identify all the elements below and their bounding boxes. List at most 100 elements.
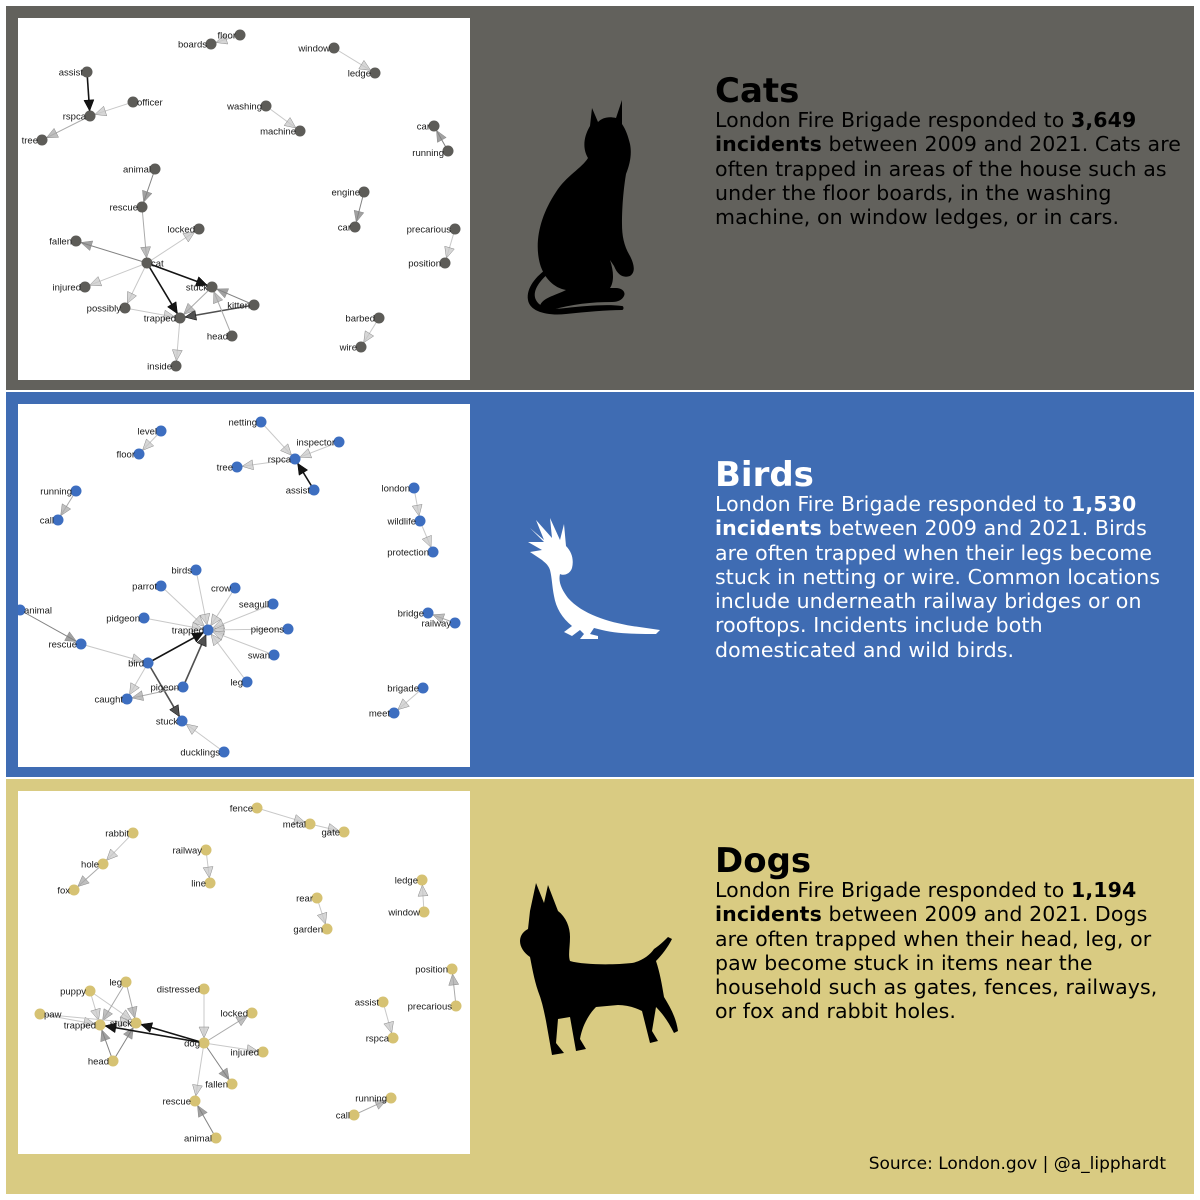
node-rspca xyxy=(289,453,301,465)
node-label-rescue: rescue xyxy=(48,640,77,651)
arrowhead-wildlife-protection xyxy=(421,534,432,548)
dogs-incident-count: 1,194 incidents xyxy=(715,878,1137,927)
arrowhead-barbed-wire xyxy=(363,330,375,344)
node-animal xyxy=(149,163,161,175)
arrowhead-trapped-inside xyxy=(171,349,183,362)
node-label-possibly: possibly xyxy=(87,304,122,315)
arrowhead-cat-trapped xyxy=(167,301,178,315)
node-label-fallen: fallen xyxy=(205,1080,228,1091)
node-seagull xyxy=(267,598,279,610)
node-label-call: call xyxy=(40,516,54,527)
node-machine xyxy=(294,125,306,137)
arrowhead-dog-injured xyxy=(246,1044,259,1055)
node-label-wire: wire xyxy=(339,343,357,354)
node-label-animal: animal xyxy=(123,165,151,176)
arrowhead-parrot-trapped xyxy=(192,614,205,627)
dogs-text-block: Dogs London Fire Brigade responded to 1,… xyxy=(715,844,1185,1024)
edge-paw-stuck xyxy=(39,1013,132,1024)
node-label-running: running xyxy=(412,148,444,159)
node-ducklings xyxy=(218,746,230,758)
node-rear xyxy=(311,892,323,904)
node-label-ledge: ledge xyxy=(348,69,371,80)
node-trapped xyxy=(202,624,214,636)
arrowhead-paw-trapped xyxy=(83,1016,96,1028)
node-rescue xyxy=(75,638,87,650)
arrowhead-brigade-meet xyxy=(397,698,410,711)
arrowhead-pigeon-trapped xyxy=(196,634,207,648)
node-label-floor: floor xyxy=(218,31,236,42)
arrowhead-crow-trapped xyxy=(210,613,222,627)
node-label-running: running xyxy=(355,1094,387,1105)
node-stuck xyxy=(176,715,188,727)
arrowhead-rescue-bird xyxy=(130,653,144,664)
cats-desc-body: between 2009 and 2021. Cats are often tr… xyxy=(715,132,1181,230)
node-locked xyxy=(246,1007,258,1019)
node-pidgeon xyxy=(138,612,150,624)
cats-text-block: Cats London Fire Brigade responded to 3,… xyxy=(715,74,1185,229)
node-wildlife xyxy=(414,515,426,527)
node-fox xyxy=(68,884,80,896)
edge-pigeons-trapped xyxy=(212,628,289,631)
node-label-rspca: rspca xyxy=(268,455,292,466)
node-caught xyxy=(121,693,133,705)
arrowhead-call-running xyxy=(373,1099,388,1110)
node-garden xyxy=(321,923,333,935)
dogs-network-panel: fence metal gate rabbit hole fox railway line re… xyxy=(18,791,470,1154)
arrowhead-kitten-stuck xyxy=(216,288,230,299)
node-car xyxy=(428,120,440,132)
node-london xyxy=(408,482,420,494)
node-trapped xyxy=(174,312,186,324)
node-label-bridge: bridge xyxy=(398,609,424,620)
node-engine xyxy=(358,186,370,198)
cat-silhouette-icon xyxy=(527,100,634,315)
arrowhead-dog-trapped xyxy=(104,1022,117,1034)
arrowhead-cat-stuck xyxy=(194,276,208,287)
birds-text-block: Birds London Fire Brigade responded to 1… xyxy=(715,458,1185,662)
node-fence xyxy=(251,802,263,814)
arrowhead-rspca-tree xyxy=(45,127,59,139)
node-floor xyxy=(133,448,145,460)
cats-description: London Fire Brigade responded to 3,649 i… xyxy=(715,108,1185,229)
arrowhead-bird-stuck xyxy=(169,704,180,718)
node-window xyxy=(328,42,340,54)
node-pigeons xyxy=(282,623,294,635)
node-netting xyxy=(255,416,267,428)
node-officer xyxy=(127,96,139,108)
node-bird xyxy=(142,657,154,669)
arrowhead-head-trapped xyxy=(100,1029,111,1043)
node-label-ledge: ledge xyxy=(395,876,418,887)
node-running xyxy=(442,145,454,157)
arrowhead-precarious-position xyxy=(444,245,455,259)
arrowhead-window-ledge xyxy=(358,59,372,71)
arrowhead-kitten-trapped xyxy=(184,309,197,321)
node-label-rspca: rspca xyxy=(366,1034,390,1045)
node-label-wildlife: wildlife xyxy=(386,517,416,528)
birds-incident-count: 1,530 incidents xyxy=(715,492,1137,541)
node-label-netting: netting xyxy=(228,418,257,429)
node-label-locked: locked xyxy=(168,225,195,236)
arrowhead-cat-locked xyxy=(182,231,196,243)
node-running xyxy=(385,1092,397,1104)
node-precarious xyxy=(450,1000,462,1012)
node-bridge xyxy=(422,607,434,619)
cats-network-graph: floor boards window ledge assist rspca officer… xyxy=(22,29,461,373)
cats-title: Cats xyxy=(715,71,800,111)
arrowhead-rescue-cat xyxy=(140,246,151,259)
node-label-birds: birds xyxy=(171,566,192,577)
arrowhead-cat-injured xyxy=(89,276,103,287)
node-label-position: position xyxy=(408,259,441,270)
arrowhead-london-wildlife xyxy=(411,504,423,517)
arrowhead-pigeon-caught xyxy=(131,690,145,701)
arrowhead-possibly-trapped xyxy=(163,309,176,321)
node-inside xyxy=(170,360,182,372)
cats-section: floor boards window ledge assist rspca officer… xyxy=(6,6,1194,390)
edge-kitten-trapped xyxy=(184,304,255,318)
node-paw xyxy=(34,1008,46,1020)
arrowhead-washing-machine xyxy=(283,117,297,129)
dogs-title: Dogs xyxy=(715,841,812,881)
node-label-rabbit: rabbit xyxy=(105,829,129,840)
node-floor xyxy=(234,29,246,41)
node-label-railway: railway xyxy=(172,846,202,857)
node-label-line: line xyxy=(191,879,206,890)
node-window xyxy=(418,906,430,918)
